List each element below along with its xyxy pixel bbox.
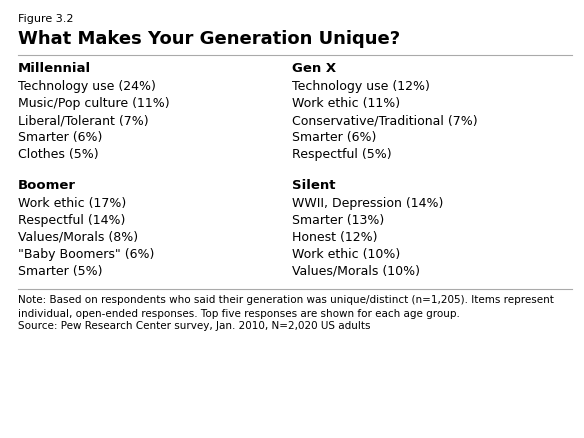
Text: Smarter (5%): Smarter (5%) (18, 265, 102, 277)
Text: What Makes Your Generation Unique?: What Makes Your Generation Unique? (18, 30, 399, 48)
Text: Smarter (13%): Smarter (13%) (292, 213, 384, 226)
Text: Technology use (24%): Technology use (24%) (18, 80, 155, 93)
Text: Source: Pew Research Center survey, Jan. 2010, N=2,020 US adults: Source: Pew Research Center survey, Jan.… (18, 320, 370, 330)
Text: Smarter (6%): Smarter (6%) (18, 131, 102, 144)
Text: Liberal/Tolerant (7%): Liberal/Tolerant (7%) (18, 114, 148, 127)
Text: Music/Pop culture (11%): Music/Pop culture (11%) (18, 97, 169, 110)
Text: Respectful (5%): Respectful (5%) (292, 148, 392, 161)
Text: Boomer: Boomer (18, 179, 75, 191)
Text: Note: Based on respondents who said their generation was unique/distinct (n=1,20: Note: Based on respondents who said thei… (18, 294, 554, 318)
Text: Figure 3.2: Figure 3.2 (18, 14, 73, 24)
Text: Values/Morals (8%): Values/Morals (8%) (18, 230, 138, 244)
Text: WWII, Depression (14%): WWII, Depression (14%) (292, 197, 443, 209)
Text: Work ethic (17%): Work ethic (17%) (18, 197, 126, 209)
Text: Work ethic (11%): Work ethic (11%) (292, 97, 400, 110)
Text: Gen X: Gen X (292, 62, 336, 75)
Text: "Baby Boomers" (6%): "Baby Boomers" (6%) (18, 247, 154, 261)
Text: Work ethic (10%): Work ethic (10%) (292, 247, 400, 261)
Text: Millennial: Millennial (18, 62, 91, 75)
Text: Respectful (14%): Respectful (14%) (18, 213, 125, 226)
Text: Silent: Silent (292, 179, 335, 191)
Text: Values/Morals (10%): Values/Morals (10%) (292, 265, 420, 277)
Text: Honest (12%): Honest (12%) (292, 230, 377, 244)
Text: Technology use (12%): Technology use (12%) (292, 80, 430, 93)
Text: Clothes (5%): Clothes (5%) (18, 148, 98, 161)
Text: Smarter (6%): Smarter (6%) (292, 131, 376, 144)
Text: Conservative/Traditional (7%): Conservative/Traditional (7%) (292, 114, 478, 127)
